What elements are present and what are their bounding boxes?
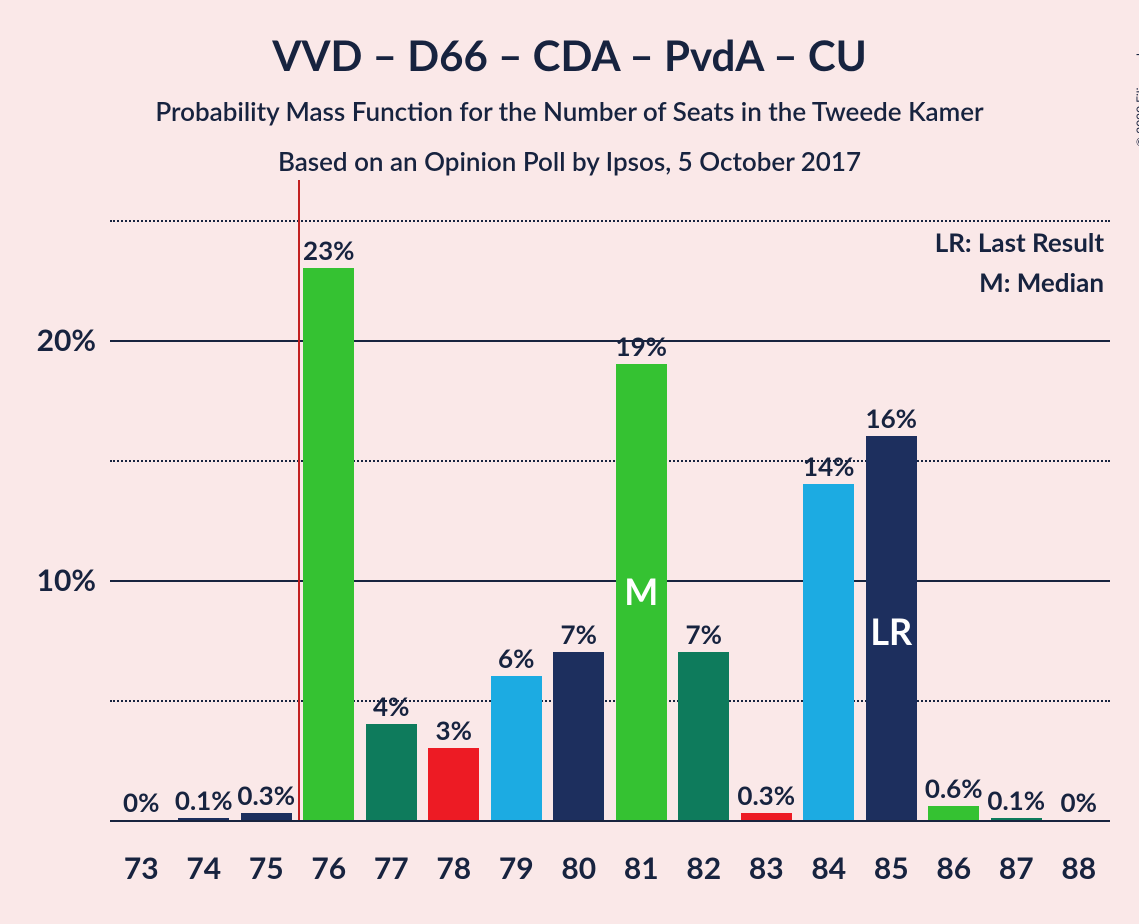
bar xyxy=(241,813,292,820)
bar-value-label: 14% xyxy=(803,450,854,482)
gridline-major xyxy=(110,580,1110,582)
majority-line xyxy=(298,180,300,820)
gridline-minor xyxy=(110,220,1110,222)
bar-value-label: 0.6% xyxy=(925,772,983,804)
y-tick-label: 10% xyxy=(37,562,110,598)
bar-value-label: 16% xyxy=(866,402,917,434)
gridline-major xyxy=(110,820,1110,822)
y-tick-label: 20% xyxy=(37,322,110,358)
bar xyxy=(428,748,479,820)
x-tick-label: 77 xyxy=(374,850,409,886)
x-tick-label: 81 xyxy=(624,850,659,886)
bar xyxy=(366,724,417,820)
chart-subtitle-2: Based on an Opinion Poll by Ipsos, 5 Oct… xyxy=(0,145,1139,177)
x-tick-label: 85 xyxy=(874,850,909,886)
x-tick-label: 79 xyxy=(499,850,534,886)
gridline-minor xyxy=(110,700,1110,702)
legend-lr: LR: Last Result xyxy=(935,226,1104,258)
bar-value-label: 0.1% xyxy=(987,784,1045,816)
bar-value-label: 0% xyxy=(1061,786,1097,818)
bar-value-label: 7% xyxy=(561,618,597,650)
x-tick-label: 74 xyxy=(186,850,221,886)
bar xyxy=(991,818,1042,820)
bar-value-label: 0.3% xyxy=(737,779,795,811)
bar-value-label: 6% xyxy=(498,642,534,674)
x-tick-label: 75 xyxy=(249,850,284,886)
bar-value-label: 3% xyxy=(436,714,472,746)
x-tick-label: 88 xyxy=(1061,850,1096,886)
x-tick-label: 78 xyxy=(436,850,471,886)
median-marker: M xyxy=(624,569,658,613)
bar xyxy=(303,268,354,820)
x-tick-label: 73 xyxy=(124,850,159,886)
bar xyxy=(553,652,604,820)
legend-m: M: Median xyxy=(935,266,1104,298)
bar xyxy=(678,652,729,820)
x-tick-label: 80 xyxy=(561,850,596,886)
x-tick-label: 86 xyxy=(936,850,971,886)
bar-value-label: 0.1% xyxy=(175,784,233,816)
x-tick-label: 87 xyxy=(999,850,1034,886)
bar-value-label: 19% xyxy=(616,330,667,362)
bar xyxy=(928,806,979,820)
legend: LR: Last Result M: Median xyxy=(935,226,1104,298)
gridline-minor xyxy=(110,460,1110,462)
bar-value-label: 23% xyxy=(303,234,354,266)
bar-value-label: 7% xyxy=(686,618,722,650)
copyright: © 2020 Filip van Laenen xyxy=(1133,18,1139,147)
bar xyxy=(491,676,542,820)
x-tick-label: 83 xyxy=(749,850,784,886)
x-tick-label: 82 xyxy=(686,850,721,886)
chart-subtitle-1: Probability Mass Function for the Number… xyxy=(0,95,1139,127)
bar-value-label: 4% xyxy=(373,690,409,722)
bar xyxy=(803,484,854,820)
bar xyxy=(741,813,792,820)
plot-area: 10%20%0%730.1%740.3%7523%764%773%786%797… xyxy=(110,220,1110,820)
chart-title: VVD – D66 – CDA – PvdA – CU xyxy=(0,30,1139,80)
x-tick-label: 84 xyxy=(811,850,846,886)
bar-value-label: 0% xyxy=(123,786,159,818)
gridline-major xyxy=(110,340,1110,342)
bar-value-label: 0.3% xyxy=(237,779,295,811)
x-tick-label: 76 xyxy=(311,850,346,886)
last-result-marker: LR xyxy=(870,609,912,653)
bar xyxy=(178,818,229,820)
